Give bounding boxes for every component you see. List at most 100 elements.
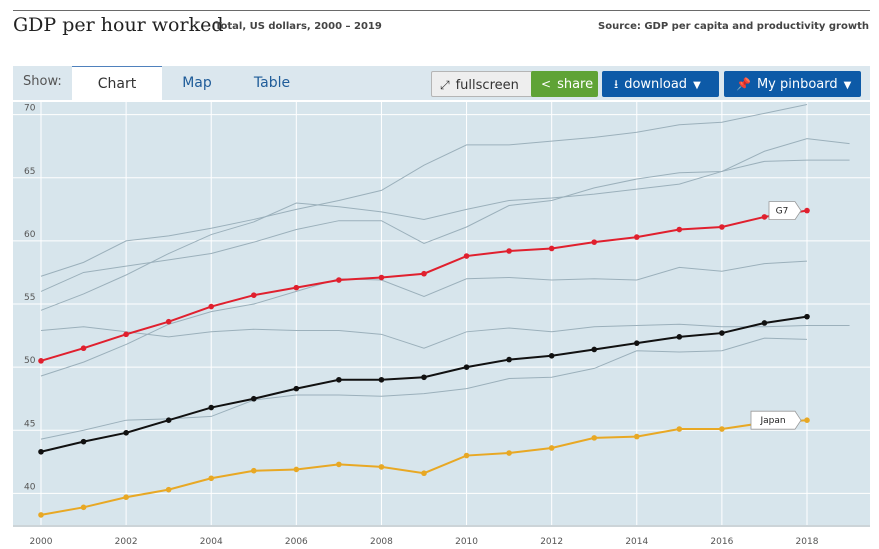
chevron-down-icon: ▼: [693, 80, 701, 91]
series-callout: [750, 410, 802, 430]
fullscreen-button[interactable]: ⤢ fullscreen: [431, 71, 537, 97]
series-point: [208, 475, 215, 482]
series-callout-label: Japan: [759, 416, 785, 426]
series-point: [336, 376, 342, 383]
series-point: [591, 435, 598, 441]
series-line-background: [40, 138, 850, 292]
series-point: [293, 284, 300, 291]
series-point: [506, 356, 512, 363]
series-point: [293, 385, 300, 392]
series-line-background: [40, 323, 850, 349]
series-point: [208, 303, 215, 310]
series-point: [250, 292, 257, 298]
series-point: [123, 430, 129, 436]
series-point: [506, 450, 512, 456]
series-line-background: [40, 104, 808, 277]
x-tick-label: 2018: [796, 537, 819, 547]
y-tick-label: 55: [24, 293, 35, 303]
tab-map[interactable]: Map: [182, 75, 212, 91]
y-tick-label: 60: [24, 230, 36, 240]
series-point: [38, 512, 44, 518]
x-tick-label: 2010: [455, 537, 478, 547]
download-label: download: [624, 77, 688, 92]
x-tick-label: 2012: [540, 537, 563, 547]
series-point: [591, 239, 598, 245]
share-label: share: [557, 77, 594, 92]
series-point: [676, 426, 683, 432]
series-point: [421, 270, 427, 277]
series-point: [165, 318, 172, 325]
tab-table[interactable]: Table: [253, 75, 291, 91]
pinboard-button[interactable]: 📌 My pinboard ▼: [724, 71, 861, 97]
series-point: [633, 234, 640, 240]
x-tick-label: 2002: [115, 537, 138, 547]
tab-chart[interactable]: Chart: [72, 66, 162, 101]
y-tick-label: 40: [24, 482, 36, 492]
series-point: [761, 214, 768, 220]
series-point: [293, 466, 300, 473]
download-button[interactable]: ⭳ download ▼: [602, 71, 719, 97]
y-tick-label: 65: [24, 167, 35, 177]
pinboard-label: My pinboard: [756, 77, 838, 92]
series-point: [336, 277, 342, 283]
share-icon: <: [541, 77, 552, 91]
y-tick-label: 70: [24, 104, 36, 114]
download-icon: ⭳: [614, 77, 619, 91]
series-point: [719, 330, 725, 336]
y-tick-label: 45: [24, 419, 35, 429]
series-point: [80, 345, 87, 352]
series-point: [80, 504, 87, 511]
x-tick-label: 2016: [710, 537, 733, 547]
series-point: [804, 207, 810, 214]
series-point: [761, 320, 768, 326]
series-point: [804, 417, 810, 423]
series-point: [80, 438, 87, 445]
series-point: [719, 426, 725, 432]
series-point: [548, 245, 555, 252]
series-point: [208, 404, 215, 411]
series-point: [250, 467, 257, 474]
y-tick-label: 50: [24, 356, 36, 366]
series-point: [38, 358, 44, 364]
pin-icon: 📌: [736, 77, 751, 91]
show-label: Show:: [23, 74, 62, 89]
view-toolbar: Show: Chart Map Table ⤢ fullscreen < share…: [13, 66, 870, 101]
series-point: [676, 334, 683, 340]
series-point: [633, 340, 640, 346]
series-point: [676, 226, 683, 233]
series-point: [38, 448, 44, 455]
x-tick-label: 2006: [285, 537, 308, 547]
series-point: [378, 376, 385, 383]
series-point: [633, 433, 640, 440]
plot-area: [13, 102, 870, 525]
series-point: [463, 253, 470, 259]
series-line-background: [40, 159, 850, 311]
series-point: [804, 313, 810, 320]
series-point: [378, 274, 385, 281]
series-callout-label: G7: [776, 207, 789, 217]
chevron-down-icon: ▼: [843, 80, 852, 91]
fullscreen-label: fullscreen: [455, 78, 519, 93]
series-point: [421, 470, 427, 477]
series-point: [463, 452, 470, 459]
series-point: [548, 353, 555, 359]
series-point: [165, 417, 172, 423]
page-subtitle: Total, US dollars, 2000 – 2019: [215, 21, 382, 32]
x-tick-label: 2000: [30, 537, 53, 547]
x-tick-label: 2004: [200, 537, 223, 547]
series-point: [591, 346, 598, 353]
series-point: [548, 445, 555, 451]
series-point: [123, 494, 129, 501]
series-point: [719, 224, 725, 230]
chart: 40 45 50 55 60 65 70 2000 2002 2004 2006 2008 2010 20…: [13, 102, 870, 547]
fullscreen-icon: ⤢: [440, 78, 450, 92]
source-link[interactable]: Source: GDP per capita and productivity …: [598, 21, 869, 32]
x-tick-label: 2008: [370, 537, 393, 547]
series-point: [165, 486, 172, 493]
series-point: [506, 248, 512, 254]
series-point: [463, 364, 470, 370]
series-point: [421, 374, 427, 381]
series-point: [123, 331, 129, 338]
series-point: [378, 464, 385, 470]
share-button[interactable]: < share: [531, 71, 598, 97]
